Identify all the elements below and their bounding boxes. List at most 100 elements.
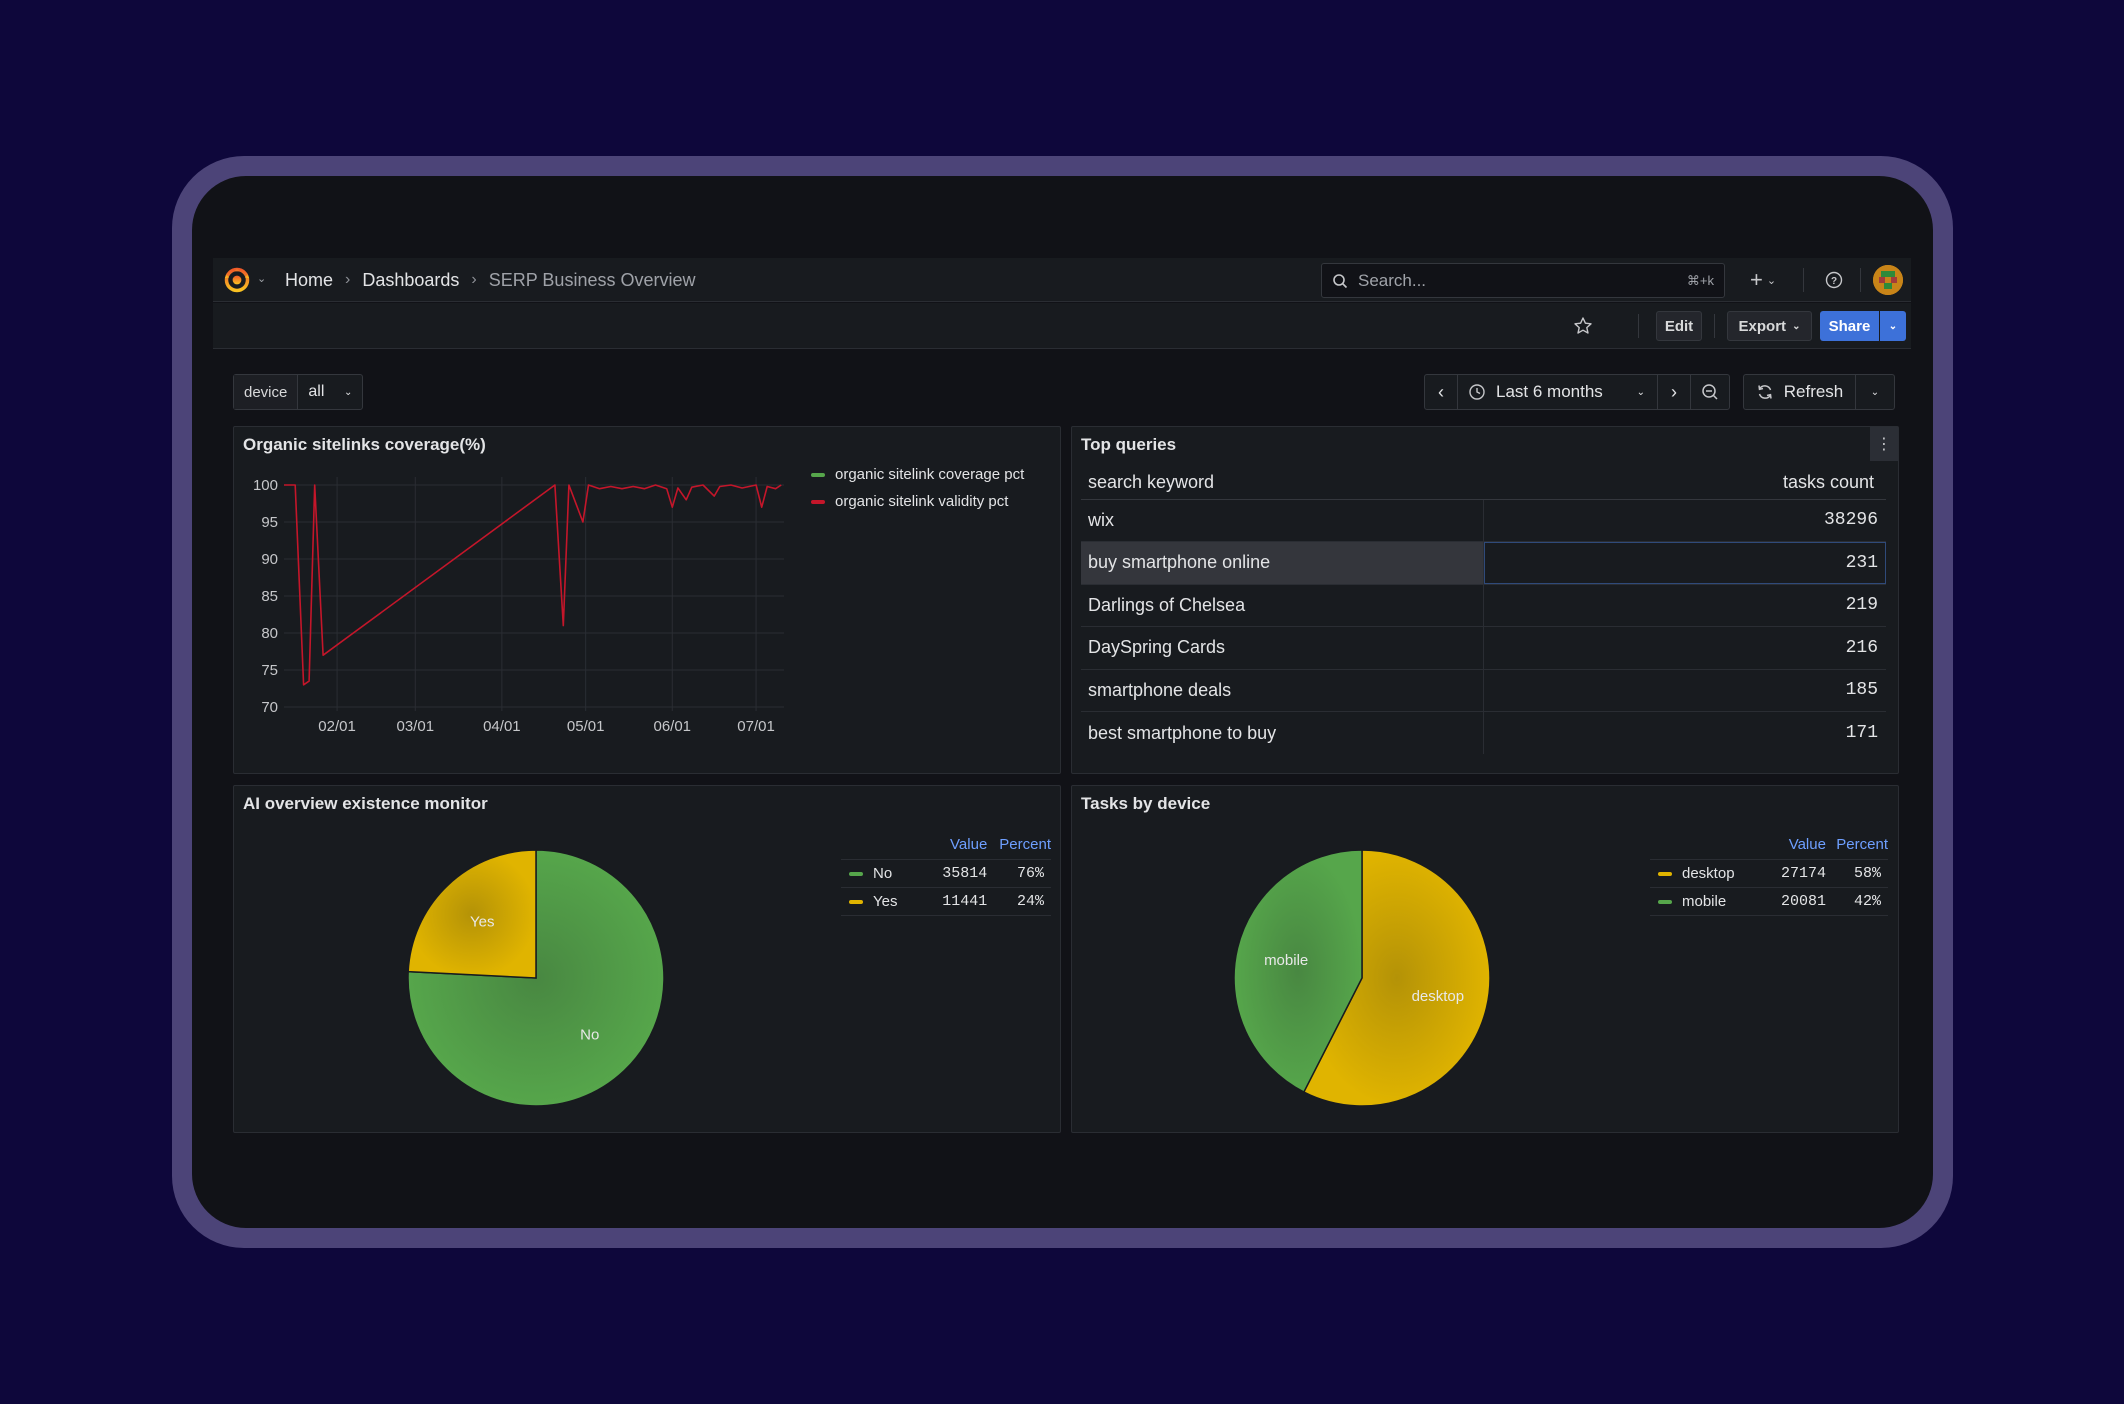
- chevron-down-icon: ⌄: [1870, 386, 1880, 398]
- legend-header-value: Value: [950, 836, 988, 853]
- legend-label: Yes: [873, 893, 898, 910]
- panel-title: Tasks by device: [1081, 794, 1211, 813]
- legend-item[interactable]: desktop 27174 58%: [1650, 859, 1888, 888]
- x-tick-label: 07/01: [737, 718, 775, 735]
- breadcrumb-dashboards[interactable]: Dashboards: [362, 269, 460, 290]
- table-row[interactable]: wix 38296: [1081, 499, 1886, 542]
- count-cell: 38296: [1482, 499, 1886, 542]
- export-button[interactable]: Export ⌄: [1727, 311, 1812, 341]
- legend-label: No: [873, 865, 893, 882]
- y-tick-label: 80: [261, 625, 278, 642]
- chevron-down-icon: ⌄: [1636, 386, 1645, 398]
- legend-header-value: Value: [1788, 836, 1826, 853]
- grafana-logo-icon[interactable]: [223, 264, 255, 296]
- pie-chart: No Yes: [407, 849, 665, 1107]
- column-header-keyword[interactable]: search keyword: [1081, 467, 1483, 500]
- legend-percent: 42%: [1825, 887, 1888, 916]
- divider: [1638, 314, 1639, 338]
- chevron-right-icon: ›: [471, 271, 477, 288]
- export-label: Export: [1738, 317, 1787, 335]
- legend-item[interactable]: No 35814 76%: [841, 859, 1051, 888]
- legend-swatch: [811, 499, 825, 504]
- refresh-interval-button[interactable]: ⌄: [1856, 375, 1894, 409]
- panel-sitelinks-coverage[interactable]: Organic sitelinks coverage(%) 100 95 90 85 8…: [233, 426, 1061, 774]
- legend-header-percent: Percent: [1836, 836, 1888, 853]
- legend-percent: 76%: [987, 859, 1051, 888]
- x-tick-label: 04/01: [483, 718, 521, 735]
- count-cell: 185: [1482, 669, 1886, 712]
- legend-value: 20081: [1750, 887, 1826, 916]
- y-tick-label: 85: [261, 588, 278, 605]
- legend-item[interactable]: organic sitelink validity pct: [811, 488, 1024, 515]
- search-input[interactable]: [1358, 270, 1658, 291]
- help-button[interactable]: ?: [1820, 266, 1848, 294]
- table-row[interactable]: DaySpring Cards 216: [1081, 626, 1886, 670]
- y-tick-label: 100: [253, 477, 278, 494]
- panel-tasks-by-device[interactable]: Tasks by device desktop mobile Value Perc…: [1071, 785, 1899, 1133]
- x-tick-label: 02/01: [318, 718, 356, 735]
- panel-top-queries[interactable]: Top queries ⋮ search keyword tasks count…: [1071, 426, 1899, 774]
- legend-item[interactable]: Yes 11441 24%: [841, 887, 1051, 916]
- favorite-button[interactable]: [1568, 312, 1598, 340]
- time-range-picker: ‹ Last 6 months ⌄ ›: [1424, 374, 1730, 410]
- search-box[interactable]: ⌘+k: [1321, 263, 1725, 298]
- table-row[interactable]: best smartphone to buy 171: [1081, 711, 1886, 754]
- device-variable-select[interactable]: all ⌄: [298, 375, 362, 409]
- table-row[interactable]: smartphone deals 185: [1081, 669, 1886, 712]
- legend-item[interactable]: organic sitelink coverage pct: [811, 461, 1024, 488]
- time-shift-back-button[interactable]: ‹: [1425, 375, 1458, 409]
- top-queries-table: search keyword tasks count wix 38296 buy …: [1081, 467, 1886, 754]
- y-tick-label: 75: [261, 662, 278, 679]
- device-screen: ⌄ Home › Dashboards › SERP Business Over…: [192, 176, 1933, 1228]
- dashboard-action-bar: Edit Export ⌄ Share ⌄: [213, 303, 1911, 349]
- chevron-down-icon: ⌄: [1888, 320, 1898, 332]
- chevron-down-icon[interactable]: ⌄: [257, 273, 267, 285]
- legend-header-percent: Percent: [999, 836, 1051, 853]
- zoom-out-button[interactable]: [1691, 375, 1729, 409]
- more-vertical-icon: ⋮: [1876, 436, 1892, 453]
- add-new-button[interactable]: + ⌄: [1743, 266, 1783, 294]
- legend-swatch: [1658, 872, 1672, 877]
- chevron-right-icon: ›: [1671, 381, 1677, 402]
- table-header-row: search keyword tasks count: [1081, 467, 1886, 500]
- panel-ai-overview[interactable]: AI overview existence monitor No Yes Valu…: [233, 785, 1061, 1133]
- time-range-button[interactable]: Last 6 months ⌄: [1458, 375, 1658, 409]
- keyword-cell: best smartphone to buy: [1088, 722, 1277, 743]
- keyword-cell: buy smartphone online: [1081, 541, 1483, 585]
- legend-item[interactable]: mobile 20081 42%: [1650, 887, 1888, 916]
- legend-label: mobile: [1682, 893, 1727, 910]
- edit-button[interactable]: Edit: [1656, 311, 1702, 341]
- device-frame: ⌄ Home › Dashboards › SERP Business Over…: [172, 156, 1953, 1248]
- breadcrumb-home[interactable]: Home: [285, 269, 334, 290]
- chevron-down-icon: ⌄: [343, 386, 353, 398]
- pie-label: No: [580, 1027, 599, 1044]
- refresh-icon: [1757, 385, 1772, 399]
- share-button[interactable]: Share: [1820, 311, 1879, 341]
- y-tick-label: 90: [261, 551, 278, 568]
- time-shift-forward-button[interactable]: ›: [1658, 375, 1691, 409]
- column-header-tasks-count[interactable]: tasks count: [1483, 467, 1886, 500]
- pie-slice-no: [407, 849, 665, 1107]
- legend-value: 35814: [910, 859, 988, 888]
- keyword-cell: Darlings of Chelsea: [1081, 584, 1483, 627]
- top-bar: ⌄ Home › Dashboards › SERP Business Over…: [213, 258, 1911, 302]
- y-tick-label: 95: [261, 514, 278, 531]
- device-variable: device all ⌄: [233, 374, 364, 410]
- table-row[interactable]: buy smartphone online 231: [1081, 541, 1886, 585]
- share-options-button[interactable]: ⌄: [1880, 311, 1906, 341]
- pie-chart: desktop mobile: [1233, 849, 1491, 1107]
- table-row[interactable]: Darlings of Chelsea 219: [1081, 584, 1886, 627]
- count-cell: 171: [1482, 711, 1886, 754]
- refresh-button[interactable]: Refresh: [1744, 375, 1856, 409]
- pie-label: Yes: [470, 913, 494, 930]
- star-icon: [1574, 317, 1592, 334]
- user-avatar[interactable]: [1873, 265, 1903, 295]
- panel-menu-button[interactable]: ⋮: [1870, 427, 1898, 461]
- grafana-app: ⌄ Home › Dashboards › SERP Business Over…: [213, 258, 1911, 1148]
- plus-icon: +: [1749, 267, 1763, 292]
- chevron-down-icon: ⌄: [1766, 274, 1777, 287]
- panel-title: AI overview existence monitor: [243, 794, 488, 813]
- divider: [1714, 314, 1715, 338]
- breadcrumb-current: SERP Business Overview: [488, 269, 696, 290]
- chevron-right-icon: ›: [345, 271, 351, 288]
